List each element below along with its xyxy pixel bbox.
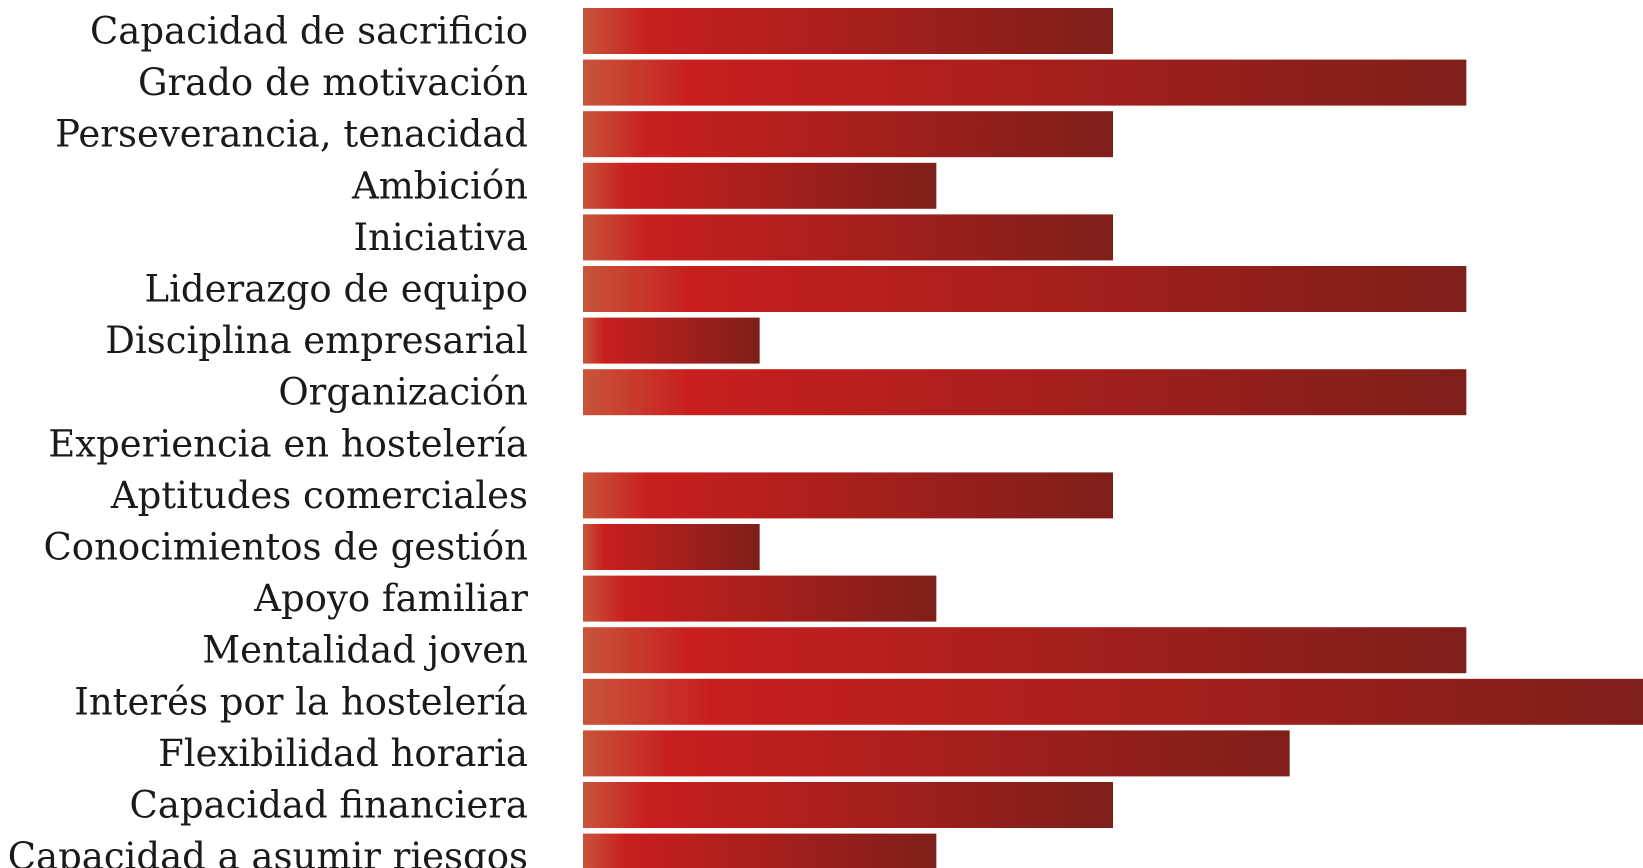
bar — [583, 162, 937, 209]
bar — [583, 266, 1467, 312]
category-label: Experiencia en hostelería — [48, 422, 528, 465]
category-label: Capacidad financiera — [130, 784, 528, 827]
bar — [583, 111, 1113, 158]
bar — [583, 678, 1643, 725]
bar — [583, 524, 760, 570]
category-label: Interés por la hostelería — [74, 680, 528, 723]
category-label: Conocimientos de gestión — [43, 526, 528, 569]
category-label: Mentalidad joven — [202, 629, 528, 672]
bar — [583, 369, 1467, 416]
bar — [583, 317, 760, 364]
category-label: Capacidad de sacrificio — [90, 10, 528, 53]
category-label: Iniciativa — [353, 216, 528, 259]
category-label: Grado de motivación — [138, 61, 528, 104]
bar — [583, 214, 1113, 261]
bar — [583, 472, 1113, 519]
bar — [583, 59, 1467, 106]
category-label: Apoyo familiar — [253, 577, 528, 620]
bar — [583, 730, 1290, 777]
category-label: Liderazgo de equipo — [145, 268, 529, 311]
category-labels: Capacidad de sacrificio Grado de motivaci… — [8, 10, 529, 868]
category-label: Perseverancia, tenacidad — [55, 113, 528, 156]
category-label: Capacidad a asumir riesgos — [8, 835, 528, 868]
bar — [583, 575, 937, 622]
category-label: Disciplina empresarial — [105, 319, 528, 362]
bar — [583, 782, 1113, 828]
category-label: Ambición — [351, 164, 528, 207]
bar — [583, 833, 937, 868]
category-label: Flexibilidad horaria — [158, 732, 528, 775]
category-label: Aptitudes comerciales — [110, 474, 528, 517]
bar — [583, 627, 1467, 674]
category-label: Organización — [278, 371, 528, 414]
bars — [583, 8, 1643, 868]
bar — [583, 8, 1113, 54]
